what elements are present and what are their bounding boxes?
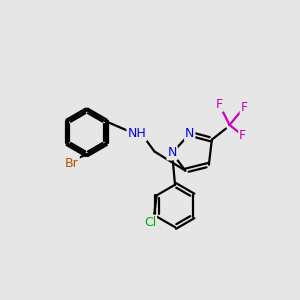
Text: Br: Br <box>65 157 79 170</box>
Text: NH: NH <box>128 127 146 140</box>
Text: F: F <box>239 129 246 142</box>
Text: N: N <box>167 146 177 159</box>
Text: Cl: Cl <box>144 216 156 229</box>
Text: F: F <box>241 101 248 114</box>
Text: F: F <box>216 98 223 111</box>
Text: N: N <box>185 127 194 140</box>
